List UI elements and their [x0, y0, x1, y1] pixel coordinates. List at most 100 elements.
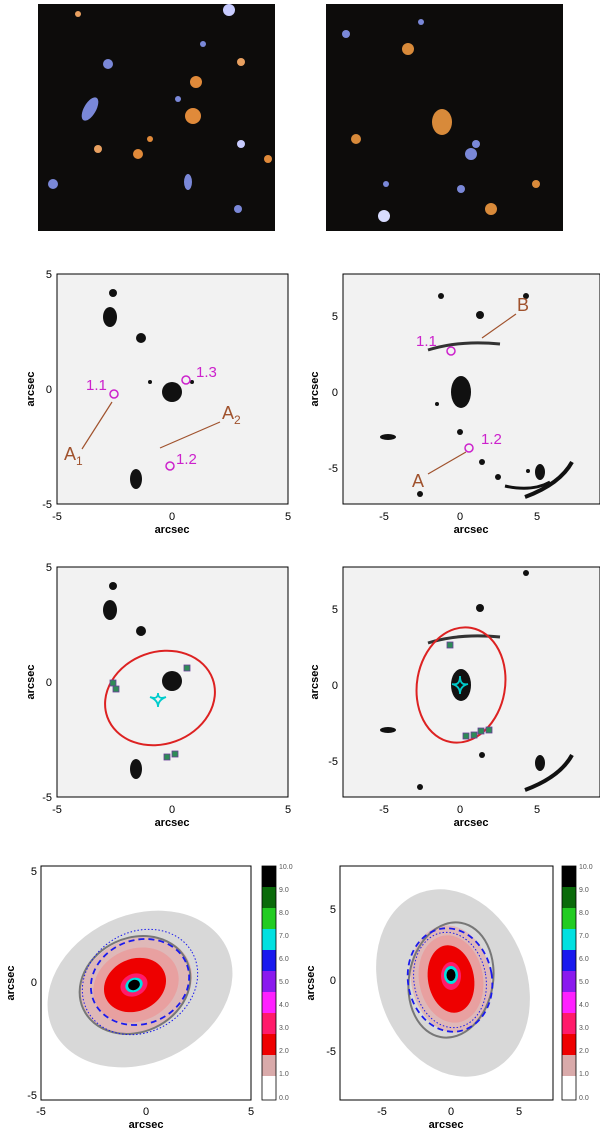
colorbar-label: 3.0	[579, 1025, 589, 1032]
dotted-contour	[81, 928, 199, 1036]
image-marker	[109, 389, 119, 399]
colorbar-label: 5.0	[579, 979, 589, 986]
y-tick: 0	[330, 975, 336, 987]
critical-curve	[415, 626, 507, 744]
x-axis-label: arcsec	[155, 524, 190, 536]
x-axis-label: arcsec	[454, 817, 489, 829]
contour-level	[446, 969, 456, 981]
panel-r2-right: 1.1 1.2 B A 5 0 -5 -5 0 5 arcsec arcsec	[309, 273, 600, 536]
y-tick: 5	[31, 866, 37, 878]
colorbar-label: 6.0	[579, 956, 589, 963]
critical-contour	[78, 935, 192, 1035]
image-marker	[446, 346, 456, 356]
color-image-right-svg	[326, 4, 563, 231]
x-tick: -5	[379, 511, 389, 523]
colorbar-label: 7.0	[279, 933, 289, 940]
arc-label: A	[412, 471, 424, 491]
color-image-left	[38, 4, 275, 231]
colorbar-label: 3.0	[279, 1025, 289, 1032]
x-axis-label: arcsec	[155, 817, 190, 829]
colorbar-label: 1.0	[579, 1071, 589, 1078]
colorbar	[561, 865, 577, 1101]
y-tick: 5	[46, 269, 52, 281]
x-axis-label: arcsec	[429, 1119, 464, 1131]
image-marker	[165, 461, 175, 471]
x-tick: 0	[457, 511, 463, 523]
x-tick: -5	[52, 511, 62, 523]
y-tick: 5	[332, 311, 338, 323]
image-label: 1.1	[416, 333, 437, 350]
colorbar-label: 1.0	[279, 1071, 289, 1078]
y-axis-label: arcsec	[309, 665, 321, 700]
y-tick: 5	[330, 904, 336, 916]
x-tick: 5	[534, 804, 540, 816]
arc-pointer	[481, 313, 517, 339]
colorbar-label: 10.0	[279, 864, 293, 871]
colorbar-label: 8.0	[279, 910, 289, 917]
panel-r4-right: 5 0 -5 -5 0 5 arcsec arcsec 10.0 9.0 8.0…	[305, 864, 593, 1131]
x-tick: 0	[143, 1106, 149, 1118]
colorbar-label: 8.0	[579, 910, 589, 917]
x-tick: 5	[285, 804, 291, 816]
y-tick: 0	[332, 680, 338, 692]
x-tick: 0	[169, 804, 175, 816]
arc-pointer	[81, 401, 113, 450]
colorbar-label: 0.0	[279, 1095, 289, 1102]
x-tick: 5	[516, 1106, 522, 1118]
plot-frame	[342, 566, 600, 798]
color-image-right	[326, 4, 563, 231]
y-axis-label: arcsec	[25, 665, 37, 700]
colorbar-label: 4.0	[279, 1002, 289, 1009]
colorbar-label: 2.0	[279, 1048, 289, 1055]
x-tick: -5	[379, 804, 389, 816]
y-tick: -5	[42, 792, 52, 804]
colorbar-label: 6.0	[279, 956, 289, 963]
colorbar-label: 7.0	[579, 933, 589, 940]
critical-curve	[104, 649, 216, 747]
y-tick: 0	[31, 977, 37, 989]
image-label: 1.3	[196, 364, 217, 381]
y-tick: -5	[328, 463, 338, 475]
color-image-left-svg	[38, 4, 275, 231]
y-axis-label: arcsec	[309, 372, 321, 407]
arc-pointer	[427, 451, 467, 475]
dashed-contour	[406, 927, 494, 1033]
colorbar-label: 0.0	[579, 1095, 589, 1102]
y-axis-label: arcsec	[25, 372, 37, 407]
y-axis-label: arcsec	[5, 966, 17, 1001]
y-tick: 0	[46, 677, 52, 689]
plot-frame	[342, 273, 600, 505]
image-label: 1.2	[481, 431, 502, 448]
y-tick: 0	[46, 384, 52, 396]
y-tick: -5	[42, 499, 52, 511]
image-label: 1.1	[86, 377, 107, 394]
y-tick: 5	[332, 604, 338, 616]
x-tick: 5	[285, 511, 291, 523]
colorbar-label: 5.0	[279, 979, 289, 986]
x-axis-label: arcsec	[454, 524, 489, 536]
arc-pointer	[159, 421, 221, 449]
colorbar-label: 10.0	[579, 864, 593, 871]
x-tick: -5	[52, 804, 62, 816]
y-tick: 5	[46, 562, 52, 574]
x-tick: -5	[377, 1106, 387, 1118]
x-tick: -5	[36, 1106, 46, 1118]
colorbar-label: 9.0	[579, 887, 589, 894]
image-marker	[181, 375, 191, 385]
arc-label: A1	[64, 444, 83, 468]
y-tick: -5	[328, 756, 338, 768]
x-tick: 5	[248, 1106, 254, 1118]
colorbar-label: 2.0	[579, 1048, 589, 1055]
panel-r3-left: 5 0 -5 -5 0 5 arcsec arcsec	[25, 562, 291, 829]
x-axis-label: arcsec	[129, 1119, 164, 1131]
image-marker	[464, 443, 474, 453]
colorbar	[261, 865, 277, 1101]
caustic	[451, 675, 469, 695]
caustic	[149, 692, 167, 708]
panel-r3-right: 5 0 -5 -5 0 5 arcsec arcsec	[309, 566, 600, 829]
x-tick: 0	[457, 804, 463, 816]
y-axis-label: arcsec	[305, 966, 317, 1001]
x-tick: 0	[448, 1106, 454, 1118]
arc-label: A2	[222, 403, 241, 427]
x-tick: 5	[534, 511, 540, 523]
